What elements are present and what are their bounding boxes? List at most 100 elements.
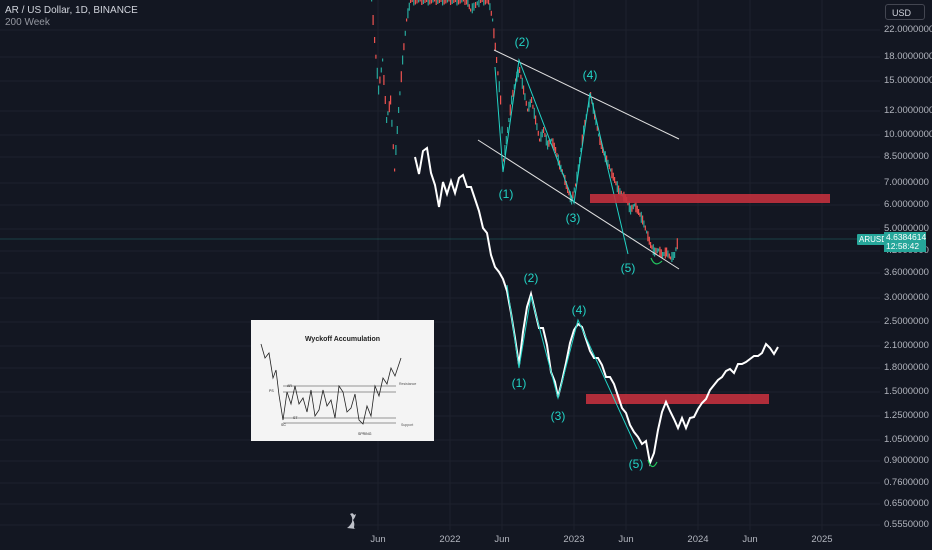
candle xyxy=(511,95,513,105)
candle xyxy=(374,37,376,43)
y-tick-label: 0.5550000 xyxy=(884,519,929,530)
lower-green-hook xyxy=(647,459,658,468)
candle xyxy=(440,0,442,2)
candle xyxy=(517,69,519,78)
candle xyxy=(551,138,553,142)
candle xyxy=(615,181,617,186)
candle xyxy=(614,177,616,183)
candle xyxy=(555,147,557,153)
candle xyxy=(656,248,658,254)
candle xyxy=(446,0,448,3)
lower-wave-label: (3) xyxy=(551,409,566,423)
lower-wave-label: (5) xyxy=(629,457,644,471)
y-tick-label: 5.0000000 xyxy=(884,223,929,234)
candle xyxy=(620,190,622,196)
candle xyxy=(672,252,674,260)
candle xyxy=(543,127,545,133)
candle xyxy=(434,0,436,2)
symbol-price-tag: ARUSD xyxy=(857,234,890,245)
candle xyxy=(524,93,526,101)
candle xyxy=(537,130,539,136)
candle xyxy=(435,0,437,5)
candle xyxy=(539,138,541,142)
candle xyxy=(375,54,377,59)
candle xyxy=(628,201,630,213)
candle xyxy=(572,191,574,199)
y-tick-label: 1.5000000 xyxy=(884,386,929,397)
y-tick-label: 1.2500000 xyxy=(884,410,929,421)
candle xyxy=(432,0,434,3)
candle xyxy=(498,81,500,93)
candle xyxy=(596,125,598,131)
candle xyxy=(639,212,641,217)
candle xyxy=(371,0,373,2)
inset-label-support: Support xyxy=(401,423,413,427)
y-tick-label: 0.7600000 xyxy=(884,477,929,488)
candle xyxy=(422,0,424,4)
candle xyxy=(394,168,396,172)
candle xyxy=(395,145,397,155)
candle xyxy=(594,110,596,120)
candle xyxy=(382,58,384,62)
candle xyxy=(644,225,646,231)
candle xyxy=(400,71,402,83)
candle xyxy=(438,0,440,3)
inset-label-sc: SC xyxy=(281,423,286,427)
y-tick-label: 18.0000000 xyxy=(884,51,932,62)
candle xyxy=(483,0,485,6)
candle xyxy=(540,131,542,142)
candle xyxy=(663,252,665,256)
candle xyxy=(418,0,420,3)
candle xyxy=(486,0,488,4)
candle xyxy=(607,159,609,167)
candle xyxy=(662,252,664,258)
candle xyxy=(403,43,405,51)
overlay-price-line xyxy=(414,146,779,467)
candle xyxy=(396,126,398,134)
candle xyxy=(461,0,463,3)
candle xyxy=(519,67,521,73)
candle xyxy=(378,85,380,95)
candle xyxy=(599,135,601,145)
candle xyxy=(642,215,644,225)
candle xyxy=(456,0,458,6)
candle xyxy=(575,183,577,187)
candle xyxy=(481,0,483,2)
inset-label-spring: SPRING xyxy=(358,432,372,436)
candle xyxy=(372,15,374,25)
candle xyxy=(531,97,533,103)
candle xyxy=(448,0,450,2)
candle xyxy=(384,96,386,104)
candle xyxy=(583,125,585,135)
candle xyxy=(473,2,475,11)
candle xyxy=(427,0,429,6)
candle xyxy=(411,0,413,2)
lower-wave-label: (2) xyxy=(524,271,539,285)
candle xyxy=(391,119,393,127)
candle xyxy=(521,77,523,89)
candle xyxy=(580,148,582,152)
candle xyxy=(576,171,578,182)
indicator-label[interactable]: 200 Week xyxy=(5,17,50,28)
y-tick-label: 0.9000000 xyxy=(884,455,929,466)
candle xyxy=(408,2,410,11)
candle xyxy=(450,0,452,5)
currency-button[interactable]: USD xyxy=(885,4,925,20)
candle xyxy=(388,101,390,113)
candle xyxy=(494,42,496,51)
candle xyxy=(416,0,418,4)
candle xyxy=(616,181,618,193)
candle xyxy=(569,191,571,203)
candle xyxy=(658,248,660,252)
candle xyxy=(419,0,421,2)
candle xyxy=(545,134,547,146)
inset-label-ps: PS xyxy=(269,389,274,393)
upper-green-hook xyxy=(650,257,663,265)
candle xyxy=(515,78,517,82)
x-tick-label: Jun xyxy=(494,534,510,545)
candle xyxy=(476,1,478,6)
candle xyxy=(492,18,494,22)
candle xyxy=(507,127,509,133)
candle xyxy=(413,0,415,6)
